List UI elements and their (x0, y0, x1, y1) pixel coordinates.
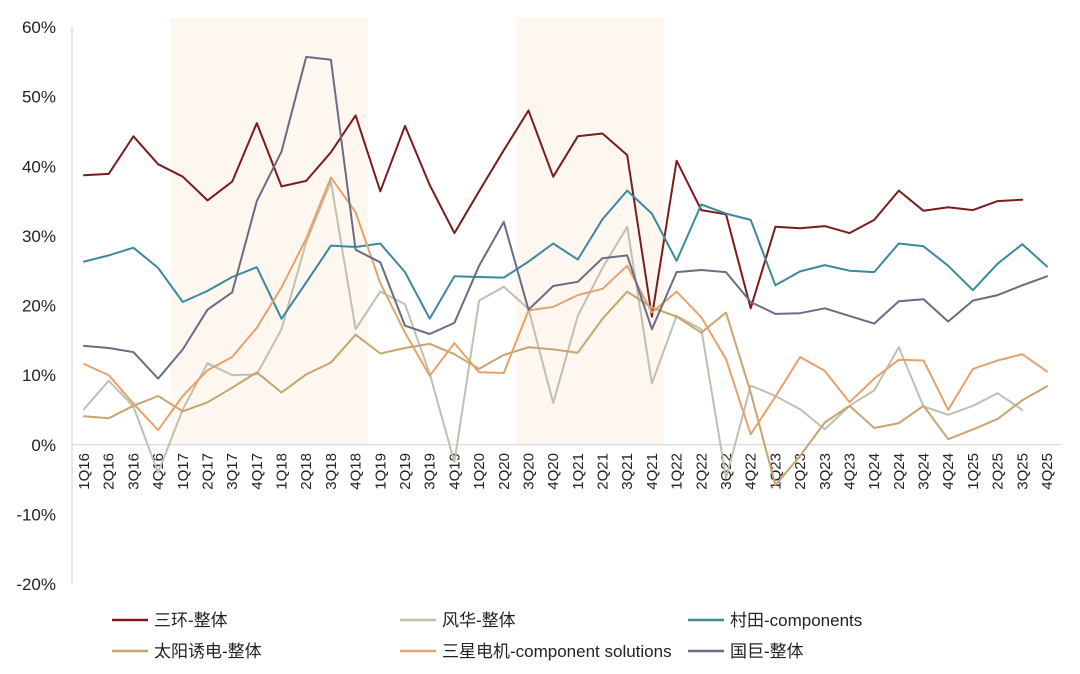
y-axis-ticks: -20% -10% 0% 10% 20% 30% 40% 50% 60% (16, 18, 56, 594)
legend-label: 国巨-整体 (730, 642, 804, 661)
x-tick-label: 3Q16 (125, 453, 142, 490)
x-tick-label: 2Q24 (891, 453, 908, 490)
x-tick-label: 3Q23 (817, 453, 834, 490)
x-tick-label: 3Q24 (916, 453, 933, 490)
series-line-5 (83, 176, 1048, 436)
x-tick-label: 2Q18 (298, 453, 315, 490)
x-tick-label: 1Q18 (274, 453, 291, 490)
series-line-6 (83, 55, 1048, 380)
x-axis-ticks: 1Q16 2Q16 3Q16 4Q16 1Q17 2Q17 3Q17 4Q17 1Q18 2Q18… (76, 453, 1056, 490)
y-tick-label: 30% (22, 227, 56, 246)
x-tick-label: 1Q22 (669, 453, 686, 490)
y-tick-label: 20% (22, 297, 56, 316)
x-tick-label: 2Q16 (101, 453, 118, 490)
series-line-4 (83, 290, 1048, 487)
x-tick-label: 4Q17 (249, 453, 266, 490)
x-tick-label: 2Q21 (595, 453, 612, 490)
legend: 三环-整体 风华-整体 村田-components 太阳诱电-整体 三星电机-compo… (112, 611, 862, 661)
x-tick-label: 2Q17 (199, 453, 216, 490)
x-tick-label: 3Q21 (619, 453, 636, 490)
x-tick-label: 1Q16 (76, 453, 93, 490)
legend-label: 三星电机-component solutions (442, 642, 672, 661)
y-tick-label: -20% (16, 575, 56, 594)
shaded-region-2 (516, 18, 665, 445)
legend-label: 风华-整体 (442, 611, 516, 630)
x-tick-label: 3Q19 (422, 453, 439, 490)
x-tick-label: 3Q22 (718, 453, 735, 490)
x-tick-label: 2Q22 (693, 453, 710, 490)
legend-label: 三环-整体 (154, 611, 228, 630)
series-lines (83, 55, 1048, 487)
y-tick-label: 40% (22, 157, 56, 176)
x-tick-label: 4Q23 (841, 453, 858, 490)
x-tick-label: 4Q18 (348, 453, 365, 490)
x-tick-label: 2Q19 (397, 453, 414, 490)
x-tick-label: 3Q20 (520, 453, 537, 490)
x-tick-label: 4Q20 (545, 453, 562, 490)
y-tick-label: 0% (31, 436, 56, 455)
x-tick-label: 2Q20 (496, 453, 513, 490)
x-tick-label: 1Q25 (965, 453, 982, 490)
x-tick-label: 4Q22 (743, 453, 760, 490)
y-tick-label: -10% (16, 505, 56, 524)
axes (71, 27, 1060, 584)
x-tick-label: 4Q21 (644, 453, 661, 490)
x-tick-label: 4Q24 (940, 453, 957, 490)
x-tick-label: 1Q20 (471, 453, 488, 490)
y-tick-label: 60% (22, 18, 56, 37)
x-tick-label: 2Q25 (990, 453, 1007, 490)
x-tick-label: 3Q17 (224, 453, 241, 490)
x-tick-label: 1Q17 (175, 453, 192, 490)
x-tick-label: 2Q23 (792, 453, 809, 490)
x-tick-label: 1Q24 (866, 453, 883, 490)
legend-label: 村田-components (730, 611, 862, 630)
x-tick-label: 4Q19 (446, 453, 463, 490)
x-tick-label: 3Q25 (1014, 453, 1031, 490)
series-line-1 (83, 109, 1024, 318)
y-tick-label: 10% (22, 366, 56, 385)
series-line-3 (83, 189, 1048, 320)
x-tick-label: 3Q18 (323, 453, 340, 490)
y-tick-label: 50% (22, 88, 56, 107)
x-tick-label: 1Q21 (570, 453, 587, 490)
x-tick-label: 4Q25 (1039, 453, 1056, 490)
x-tick-label: 1Q19 (372, 453, 389, 490)
legend-label: 太阳诱电-整体 (154, 642, 262, 661)
series-line-2 (83, 180, 1024, 480)
